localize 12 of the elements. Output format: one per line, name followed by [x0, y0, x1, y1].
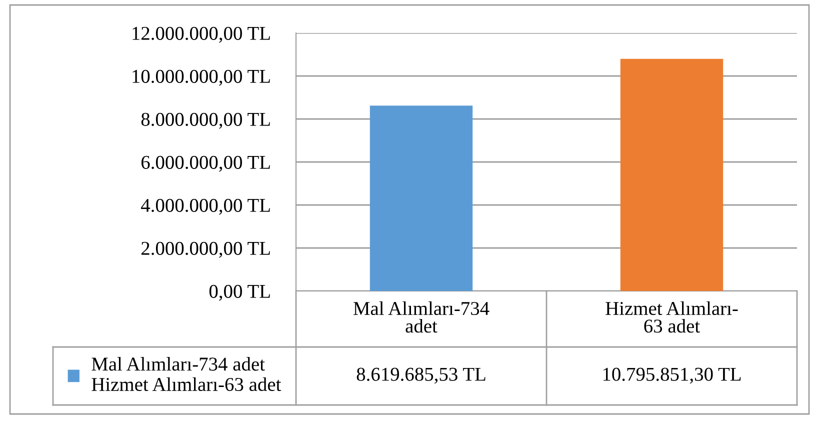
legend-label: Mal Alımları-734 adet Hizmet Alımları-63 adet: [92, 357, 282, 392]
data-label: 8.619.685,53 TL: [356, 368, 486, 384]
y-tick-label: 12.000.000,00 TL: [132, 26, 270, 43]
y-tick-label: 8.000.000,00 TL: [141, 112, 270, 129]
x-tick-label: Mal Alımları-734 adet: [353, 301, 490, 333]
y-tick-label: 6.000.000,00 TL: [141, 156, 270, 172]
y-tick-label: 2.000.000,00 TL: [141, 242, 270, 258]
y-tick-label: 0,00 TL: [209, 284, 270, 301]
y-tick-label: 4.000.000,00 TL: [141, 198, 270, 215]
x-tick-label: Hizmet Alımları-63 adet: [606, 301, 738, 333]
data-label: 10.795.851,30 TL: [603, 368, 741, 384]
y-tick-label: 10.000.000,00 TL: [132, 70, 270, 86]
